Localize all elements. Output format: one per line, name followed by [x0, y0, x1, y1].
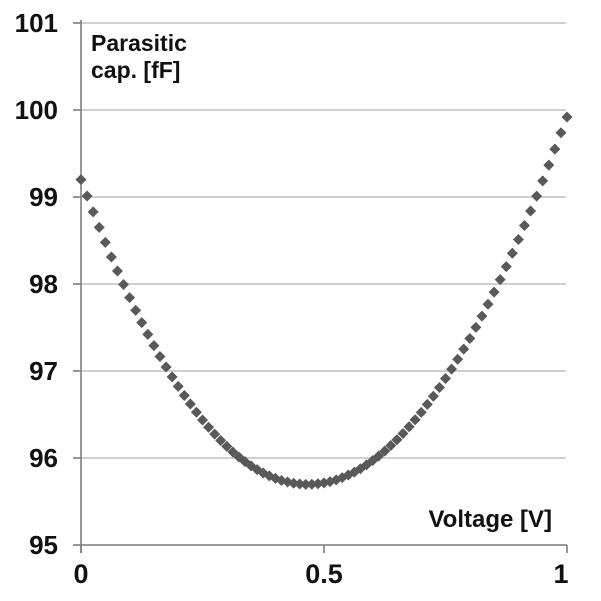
data-point-marker: [300, 478, 312, 490]
y-tick-label-100: 100: [14, 95, 58, 125]
data-point-marker: [518, 219, 530, 231]
data-point-marker: [421, 398, 433, 410]
data-point-marker: [124, 292, 136, 304]
data-point-marker: [561, 111, 573, 123]
data-point-marker: [470, 321, 482, 333]
data-point-marker: [209, 428, 221, 440]
data-point-marker: [172, 380, 184, 392]
data-point-marker: [130, 304, 142, 316]
data-point-marker: [87, 206, 99, 218]
x-tick-label-0: 0: [73, 559, 89, 589]
data-point-marker: [488, 286, 500, 298]
y-axis-title: Parasitic cap. [fF]: [91, 30, 187, 84]
data-point-marker: [506, 247, 518, 259]
data-point-marker: [464, 332, 476, 344]
data-point-marker: [458, 343, 470, 355]
data-point-marker: [494, 274, 506, 286]
y-tick-label-98: 98: [29, 269, 58, 299]
data-point-marker: [203, 421, 215, 433]
y-tick-label-101: 101: [14, 8, 58, 38]
data-point-marker: [81, 190, 93, 202]
data-point-marker: [452, 353, 464, 365]
data-point-marker: [476, 310, 488, 322]
data-point-marker: [111, 265, 123, 277]
data-point-marker: [118, 279, 130, 291]
y-tick-label-96: 96: [29, 443, 58, 473]
data-point-marker: [99, 236, 111, 248]
data-point-marker: [500, 261, 512, 273]
data-point-marker: [403, 421, 415, 433]
data-point-marker: [105, 251, 117, 263]
data-point-marker: [409, 414, 421, 426]
x-tick-label-1: 1: [553, 559, 569, 589]
data-point-marker: [440, 372, 451, 384]
y-tick-label-95: 95: [29, 530, 58, 560]
data-point-marker: [379, 445, 391, 457]
data-point-marker: [148, 340, 160, 352]
data-point-marker: [531, 190, 543, 202]
data-point-marker: [184, 398, 196, 410]
data-point-marker: [75, 174, 87, 186]
data-point-marker: [537, 175, 549, 187]
data-point-marker: [512, 234, 524, 246]
data-point-marker: [136, 317, 148, 329]
data-point-marker: [215, 435, 227, 447]
data-point-marker: [197, 414, 208, 426]
data-point-marker: [549, 143, 561, 155]
y-tick-label-99: 99: [29, 182, 58, 212]
data-series-parasitic-cap: [75, 111, 573, 490]
y-tick-label-97: 97: [29, 356, 58, 386]
data-point-marker: [555, 127, 567, 139]
data-point-marker: [294, 478, 306, 490]
data-point-marker: [397, 427, 409, 439]
data-point-marker: [154, 351, 166, 363]
data-point-marker: [543, 159, 555, 171]
x-tick-label-0p5: 0.5: [305, 559, 343, 589]
y-axis-title-line2: cap. [fF]: [91, 57, 181, 83]
data-point-marker: [227, 446, 239, 458]
data-point-marker: [427, 390, 439, 402]
data-point-marker: [373, 450, 385, 462]
data-point-marker: [525, 205, 537, 217]
data-point-marker: [482, 298, 494, 310]
data-point-marker: [166, 371, 178, 383]
data-point-marker: [446, 363, 458, 375]
data-point-marker: [93, 221, 105, 233]
data-point-marker: [160, 361, 172, 373]
data-point-marker: [221, 440, 233, 452]
data-point-marker: [142, 328, 154, 340]
data-point-marker: [385, 440, 397, 452]
data-point-marker: [190, 406, 202, 418]
data-point-marker: [178, 389, 190, 401]
y-axis-title-line1: Parasitic: [91, 30, 187, 56]
data-point-marker: [391, 434, 403, 446]
data-point-marker: [415, 406, 427, 418]
data-point-marker: [433, 382, 445, 394]
x-axis-title: Voltage [V]: [428, 506, 552, 533]
data-point-marker: [306, 478, 318, 490]
